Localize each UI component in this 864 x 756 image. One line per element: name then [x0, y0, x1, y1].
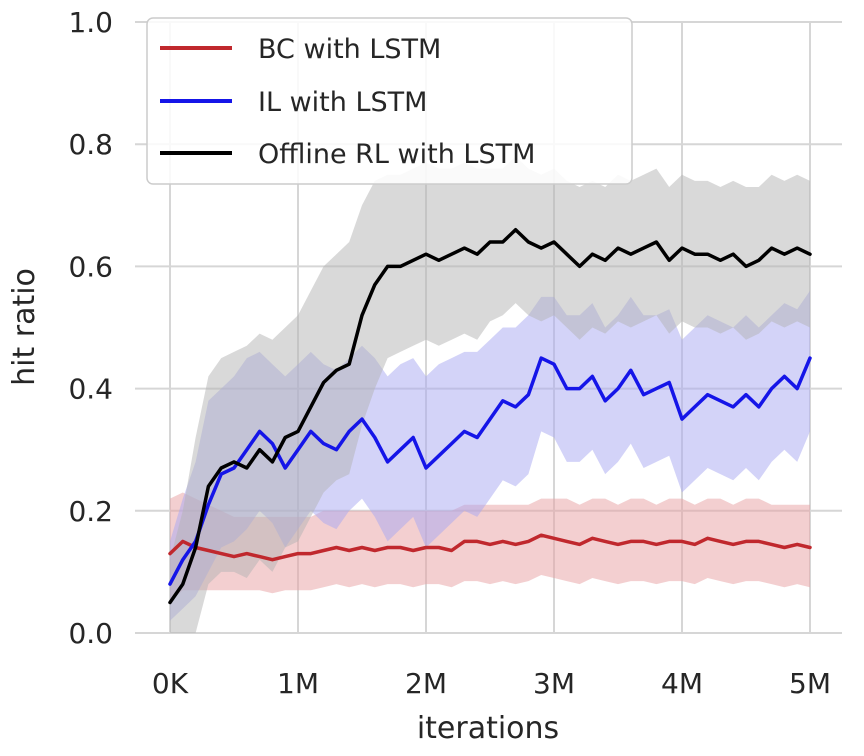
legend-label-il: IL with LSTM — [258, 87, 427, 118]
confidence-bands — [170, 156, 810, 633]
legend-box — [146, 17, 633, 185]
x-tick-label: 2M — [405, 667, 447, 700]
series-line-bc — [168, 533, 812, 562]
x-axis-label: iterations — [417, 711, 559, 746]
y-tick-label: 1.0 — [68, 6, 113, 39]
x-tick-labels: 0K 1M 2M 3M 4M 5M — [152, 667, 831, 700]
y-tick-label: 0.0 — [68, 617, 113, 650]
x-tick-label: 3M — [533, 667, 575, 700]
x-tick-label: 4M — [661, 667, 703, 700]
x-tick-label: 0K — [152, 667, 189, 700]
band-offline-rl — [170, 156, 810, 633]
y-tick-label: 0.4 — [68, 373, 113, 406]
legend-label-offline-rl: Offline RL with LSTM — [258, 139, 535, 170]
series-line-offline-rl — [168, 227, 812, 605]
series-lines — [168, 227, 812, 605]
y-axis-label: hit ratio — [7, 268, 42, 386]
y-tick-labels: 0.0 0.2 0.4 0.6 0.8 1.0 — [68, 6, 113, 650]
x-tick-label: 5M — [789, 667, 831, 700]
y-tick-label: 0.6 — [68, 250, 113, 283]
legend-label-bc: BC with LSTM — [258, 34, 441, 65]
y-tick-label: 0.8 — [68, 128, 113, 161]
legend: BC with LSTM IL with LSTM Offline RL wit… — [146, 17, 633, 185]
y-tick-label: 0.2 — [68, 495, 113, 528]
x-tick-label: 1M — [277, 667, 319, 700]
